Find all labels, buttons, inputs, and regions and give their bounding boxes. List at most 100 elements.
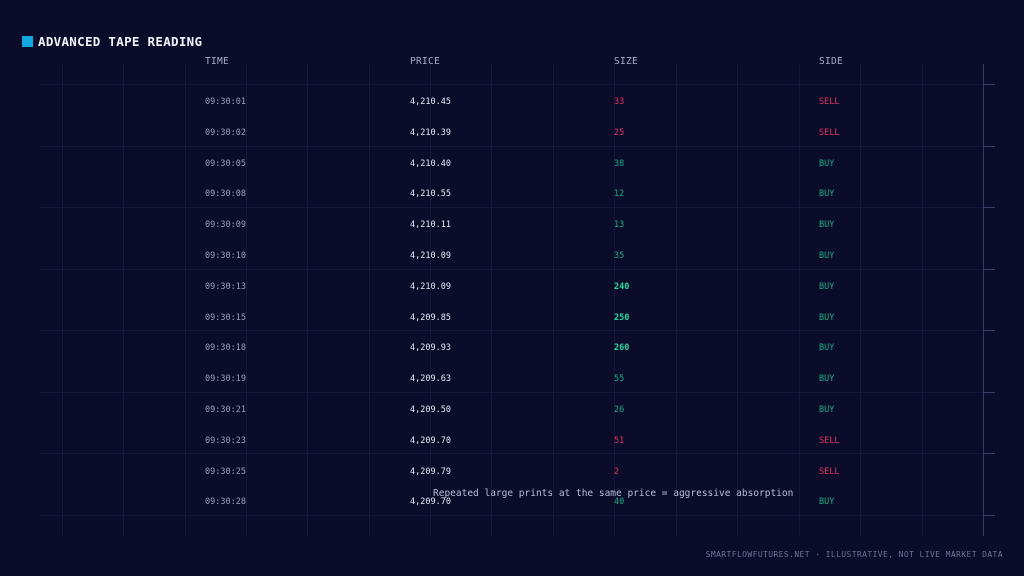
size-cell: 260 — [614, 343, 630, 354]
price-cell: 4,209.50 — [410, 404, 451, 415]
grid-line-horizontal — [40, 515, 995, 516]
time-cell: 09:30:28 — [205, 497, 246, 508]
grid-line-vertical — [614, 64, 615, 536]
tape-table: 09:30:01 4,210.45 33 SELL 09:30:02 4,210.39 25… — [0, 87, 1024, 518]
side-cell: SELL — [819, 435, 840, 446]
size-cell: 33 — [614, 97, 625, 107]
side-cell: BUY — [819, 281, 835, 292]
axis-tick — [983, 330, 995, 331]
side-cell: SELL — [819, 97, 840, 107]
table-row: 09:30:08 4,210.55 12 BUY — [0, 179, 1024, 210]
axis-tick — [983, 392, 995, 393]
price-cell: 4,210.09 — [410, 281, 451, 292]
price-cell: 4,210.40 — [410, 158, 451, 169]
table-row: 09:30:13 4,210.09 240 BUY — [0, 272, 1024, 303]
time-cell: 09:30:23 — [205, 435, 246, 446]
time-cell: 09:30:19 — [205, 374, 246, 385]
grid-line-horizontal — [40, 330, 995, 331]
side-cell: BUY — [819, 158, 835, 169]
price-cell: 4,210.55 — [410, 189, 451, 200]
page-title: ADVANCED TAPE READING — [22, 34, 202, 49]
page-title-text: ADVANCED TAPE READING — [38, 34, 203, 49]
size-cell: 38 — [614, 158, 625, 169]
annotation-text: Repeated large prints at the same price … — [433, 488, 794, 499]
size-cell: 40 — [614, 497, 625, 508]
grid-line-vertical — [430, 64, 431, 536]
price-cell: 4,210.11 — [410, 220, 451, 231]
price-cell: 4,209.93 — [410, 343, 451, 354]
grid-line-vertical — [553, 64, 554, 536]
size-cell: 25 — [614, 127, 625, 138]
axis-tick — [983, 146, 995, 147]
grid-line-horizontal — [40, 392, 995, 393]
column-header-time: TIME — [205, 56, 230, 67]
table-row: 09:30:25 4,209.79 2 SELL — [0, 457, 1024, 488]
price-cell: 4,210.39 — [410, 127, 451, 138]
price-cell: 4,209.70 — [410, 435, 451, 446]
column-header-price: PRICE — [410, 56, 441, 67]
side-cell: BUY — [819, 374, 835, 385]
side-cell: BUY — [819, 220, 835, 231]
size-cell: 2 — [614, 466, 620, 477]
time-cell: 09:30:21 — [205, 404, 246, 415]
time-cell: 09:30:15 — [205, 312, 246, 323]
size-cell: 26 — [614, 404, 625, 415]
table-row: 09:30:18 4,209.93 260 BUY — [0, 333, 1024, 364]
table-row: 09:30:09 4,210.11 13 BUY — [0, 210, 1024, 241]
side-cell: SELL — [819, 127, 840, 138]
axis-tick — [983, 269, 995, 270]
title-square-icon — [22, 36, 33, 47]
column-header-side: SIDE — [819, 56, 844, 67]
table-row: 09:30:21 4,209.50 26 BUY — [0, 395, 1024, 426]
time-cell: 09:30:08 — [205, 189, 246, 200]
price-cell: 4,209.79 — [410, 466, 451, 477]
grid-line-horizontal — [40, 269, 995, 270]
right-axis-line — [983, 64, 984, 536]
grid-line-vertical — [491, 64, 492, 536]
grid-line-vertical — [737, 64, 738, 536]
price-cell: 4,210.09 — [410, 250, 451, 261]
price-cell: 4,209.63 — [410, 374, 451, 385]
price-cell: 4,209.70 — [410, 497, 451, 508]
side-cell: BUY — [819, 250, 835, 261]
axis-tick — [983, 84, 995, 85]
table-row: 09:30:02 4,210.39 25 SELL — [0, 118, 1024, 149]
table-row: 09:30:01 4,210.45 33 SELL — [0, 87, 1024, 118]
table-row: 09:30:15 4,209.85 250 BUY — [0, 303, 1024, 334]
size-cell: 51 — [614, 435, 625, 446]
time-cell: 09:30:02 — [205, 127, 246, 138]
table-row: 09:30:28 4,209.70 40 BUY — [0, 487, 1024, 518]
time-cell: 09:30:05 — [205, 158, 246, 169]
grid-line-vertical — [307, 64, 308, 536]
size-cell: 240 — [614, 281, 630, 292]
grid-line-vertical — [676, 64, 677, 536]
time-cell: 09:30:13 — [205, 281, 246, 292]
table-row: 09:30:10 4,210.09 35 BUY — [0, 241, 1024, 272]
grid-line-vertical — [369, 64, 370, 536]
footer-text: SMARTFLOWFUTURES.NET · ILLUSTRATIVE, NOT… — [705, 550, 1003, 559]
grid-line-vertical — [246, 64, 247, 536]
time-cell: 09:30:09 — [205, 220, 246, 231]
grid-line-vertical — [922, 64, 923, 536]
side-cell: BUY — [819, 497, 835, 508]
grid-line-vertical — [123, 64, 124, 536]
time-cell: 09:30:10 — [205, 250, 246, 261]
size-cell: 250 — [614, 312, 630, 323]
grid-line-horizontal — [40, 453, 995, 454]
table-row: 09:30:05 4,210.40 38 BUY — [0, 149, 1024, 180]
grid-line-vertical — [62, 64, 63, 536]
column-header-size: SIZE — [614, 56, 639, 67]
size-cell: 55 — [614, 374, 625, 385]
axis-tick — [983, 207, 995, 208]
table-row: 09:30:23 4,209.70 51 SELL — [0, 426, 1024, 457]
grid-line-horizontal — [40, 207, 995, 208]
time-cell: 09:30:25 — [205, 466, 246, 477]
grid-line-vertical — [799, 64, 800, 536]
grid-line-horizontal — [40, 84, 995, 85]
table-row: 09:30:19 4,209.63 55 BUY — [0, 364, 1024, 395]
time-cell: 09:30:18 — [205, 343, 246, 354]
price-cell: 4,210.45 — [410, 97, 451, 107]
grid-line-horizontal — [40, 146, 995, 147]
grid-line-vertical — [185, 64, 186, 536]
grid-line-vertical — [860, 64, 861, 536]
